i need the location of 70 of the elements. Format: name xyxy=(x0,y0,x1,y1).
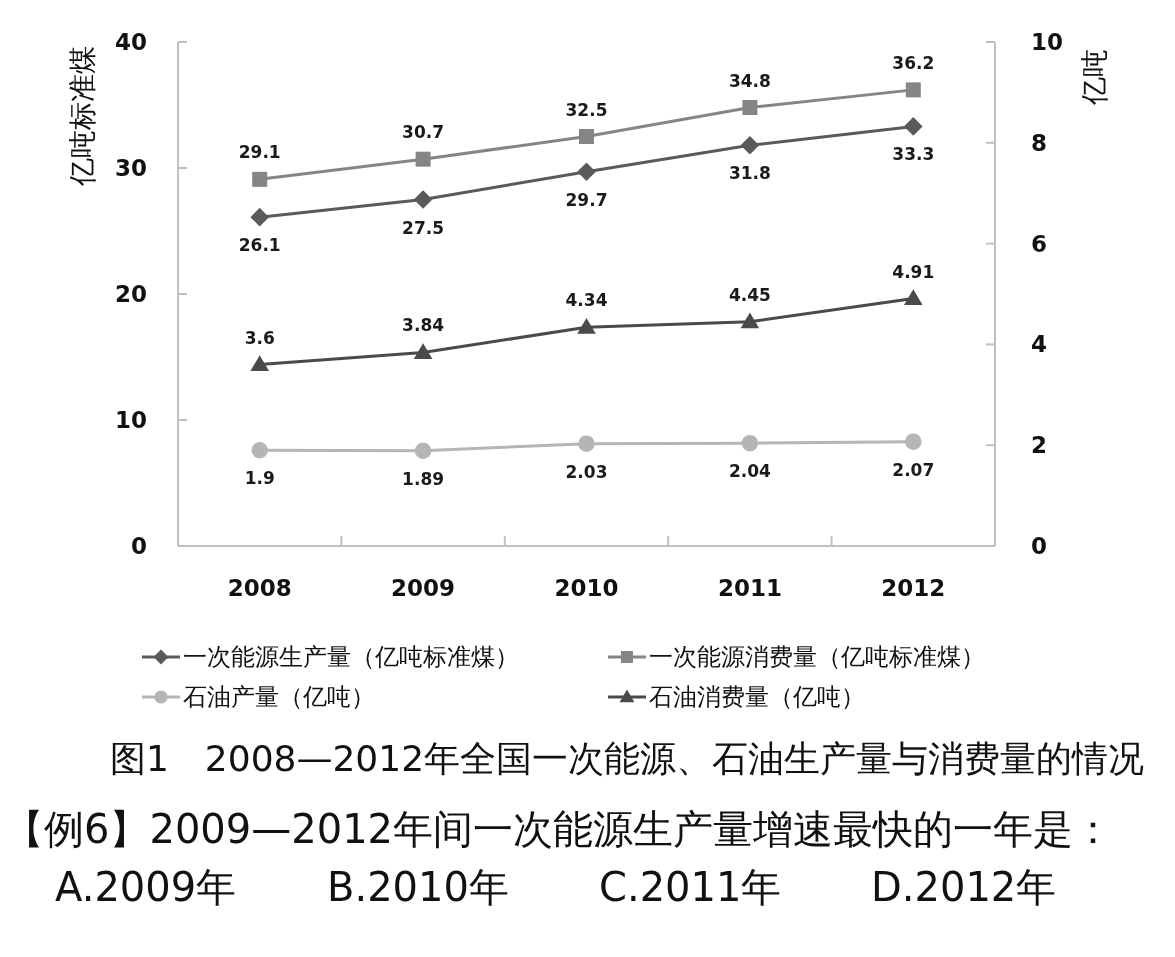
data-label: 32.5 xyxy=(565,99,608,120)
data-label: 2.03 xyxy=(565,461,608,482)
point xyxy=(740,312,760,329)
legend-label: 石油产量（亿吨） xyxy=(183,683,375,711)
point xyxy=(250,355,269,372)
石油产量（亿吨）: 1.9 1.89 2.03 2.04 2.07 xyxy=(244,433,935,489)
point xyxy=(904,117,923,136)
point xyxy=(578,435,595,452)
data-label: 1.89 xyxy=(402,468,445,489)
y-tick-label: 40 xyxy=(114,29,147,55)
legend-label: 一次能源消费量（亿吨标准煤） xyxy=(649,643,985,671)
x-tick-label: 2008 xyxy=(227,575,292,601)
y2-tick-label: 8 xyxy=(1031,129,1048,156)
y2-tick-label: 2 xyxy=(1031,432,1048,459)
data-label: 29.7 xyxy=(565,189,608,210)
y-tick-label: 20 xyxy=(114,281,147,307)
data-label: 36.2 xyxy=(892,52,935,73)
data-label: 4.91 xyxy=(892,261,935,282)
point xyxy=(904,289,923,306)
text: B.2010年 xyxy=(327,864,509,910)
y2-tick-label: 10 xyxy=(1031,29,1064,55)
point xyxy=(742,100,758,116)
point xyxy=(252,171,268,187)
石油消费量（亿吨）: 3.6 3.84 4.34 4.45 4.91 xyxy=(244,261,935,372)
x-tick-label: 2009 xyxy=(391,575,456,601)
point xyxy=(577,317,596,334)
point xyxy=(579,129,594,144)
data-label: 4.34 xyxy=(565,290,608,311)
y-tick-label: 0 xyxy=(130,533,147,559)
y-tick-label: 10 xyxy=(114,407,147,433)
text: D.2012年 xyxy=(871,864,1057,910)
point xyxy=(577,162,596,182)
x-tick-label: 2010 xyxy=(554,575,619,601)
y2-tick-label: 4 xyxy=(1031,331,1048,358)
data-label: 4.45 xyxy=(728,284,771,305)
point xyxy=(905,82,921,98)
text: C.2011年 xyxy=(599,864,782,910)
text: A.2009年 xyxy=(55,864,237,910)
data-label: 34.8 xyxy=(728,70,771,91)
point xyxy=(413,343,433,359)
data-label: 3.6 xyxy=(244,327,275,348)
y2-tick-label: 0 xyxy=(1031,533,1048,559)
point xyxy=(414,442,432,459)
point xyxy=(251,441,268,459)
data-label: 29.1 xyxy=(238,142,281,163)
point xyxy=(413,190,433,209)
data-label: 1.9 xyxy=(244,468,275,489)
y-tick-label: 30 xyxy=(114,155,147,181)
point xyxy=(740,136,760,155)
legend-label: 一次能源生产量（亿吨标准煤） xyxy=(183,643,519,671)
text: 【例6】2009—2012年间一次能源生产量增速最快的一年是： xyxy=(4,806,1114,852)
data-label: 26.1 xyxy=(238,235,281,256)
point xyxy=(741,434,759,452)
data-label: 27.5 xyxy=(402,217,445,238)
data-label: 31.8 xyxy=(728,163,771,184)
y2-tick-label: 6 xyxy=(1031,230,1048,257)
point xyxy=(905,433,922,450)
data-label: 30.7 xyxy=(402,122,445,143)
x-tick-label: 2012 xyxy=(881,575,946,601)
data-label: 2.04 xyxy=(728,461,772,482)
y2-axis-title: 亿吨 xyxy=(1077,49,1111,106)
y-axis-title: 亿吨标准煤 xyxy=(65,46,99,187)
data-label: 3.84 xyxy=(402,315,445,336)
caption: 图1 2008—2012年全国一次能源、石油生产量与消费量的情况 xyxy=(109,737,1145,779)
data-label: 2.07 xyxy=(892,459,935,480)
data-label: 33.3 xyxy=(892,144,935,165)
legend-label: 石油消费量（亿吨） xyxy=(649,683,865,711)
x-tick-label: 2011 xyxy=(717,575,782,601)
point xyxy=(250,207,269,227)
point xyxy=(415,151,431,167)
